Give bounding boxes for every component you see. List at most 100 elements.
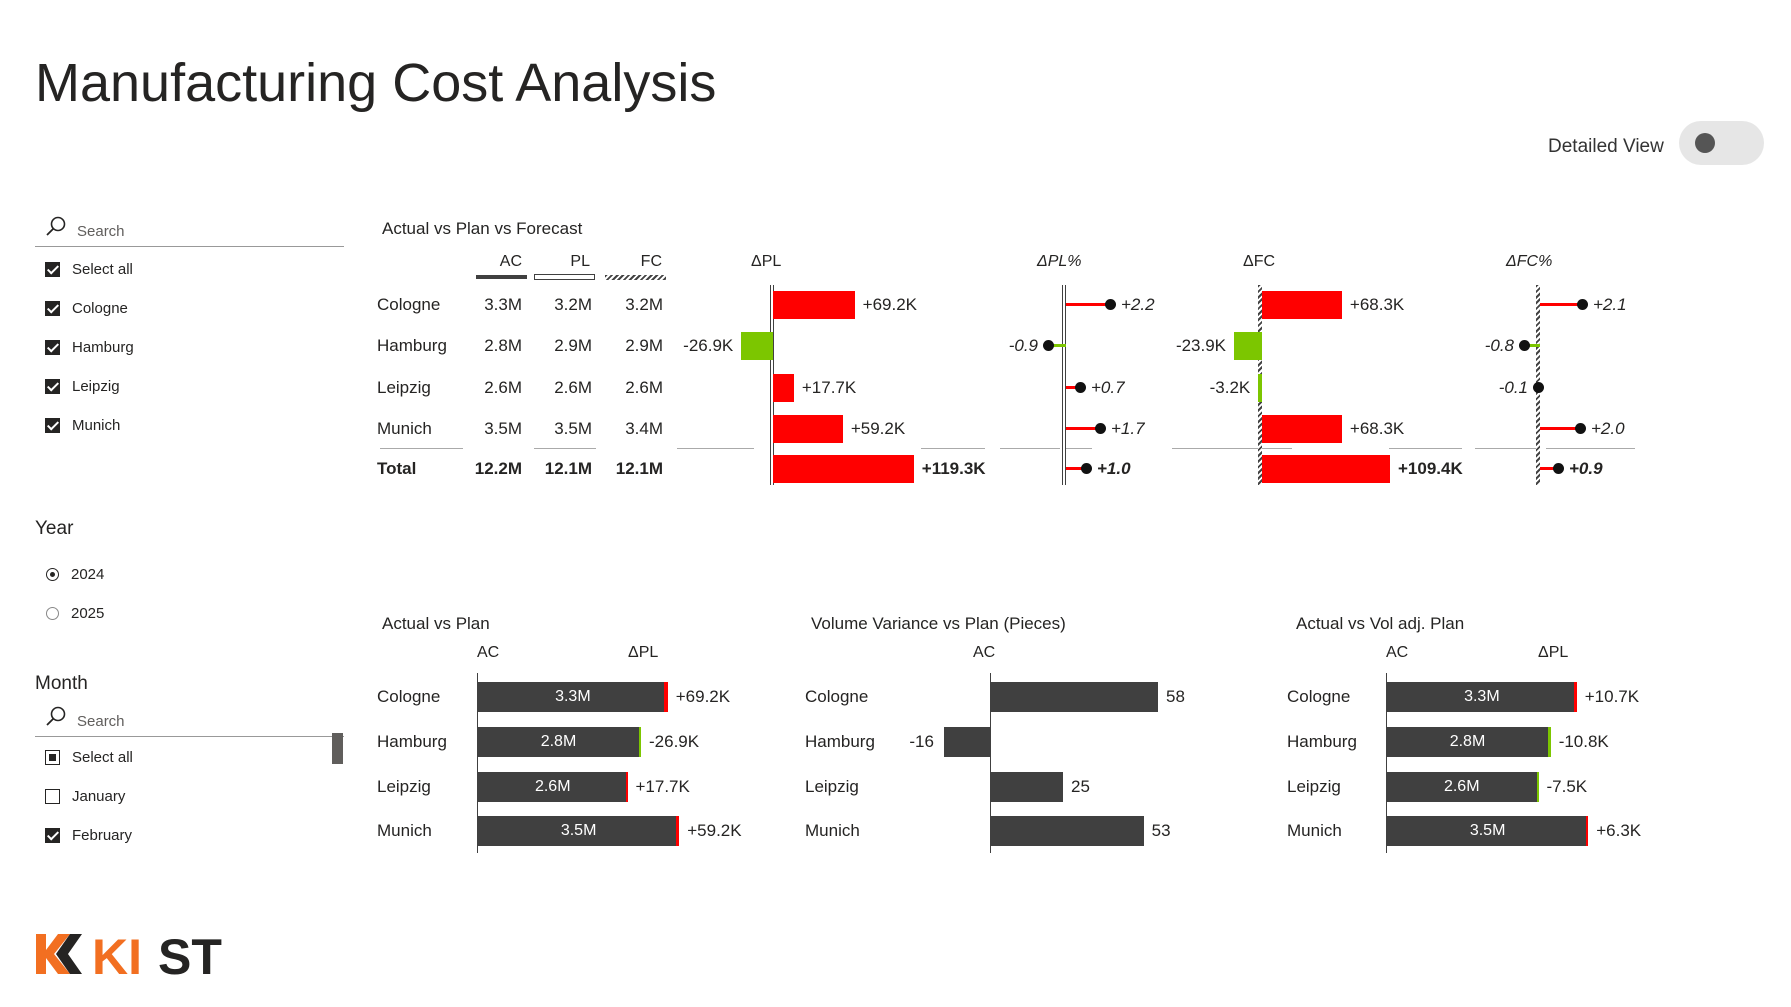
visual1-title: Actual vs Plan vs Forecast xyxy=(382,219,583,238)
kist-logo: KI ST xyxy=(36,930,222,978)
total-label: Total xyxy=(377,459,417,478)
toggle-knob xyxy=(1695,133,1715,153)
ac-value: 12.2M xyxy=(474,459,522,478)
checkbox[interactable] xyxy=(45,417,60,433)
dpl-label: +69.2K xyxy=(862,295,917,314)
total-separator xyxy=(1000,448,1060,449)
dpl-marker xyxy=(1536,772,1539,802)
dpl-pct-dot xyxy=(1095,423,1106,434)
dfc-pct-dot xyxy=(1575,423,1586,434)
ac-value: 3.3M xyxy=(484,295,522,314)
dpl-bar xyxy=(773,291,855,319)
header-ac: AC xyxy=(499,253,522,270)
volume-bar xyxy=(991,772,1063,802)
ac-bar-label: 3.5M xyxy=(560,822,597,839)
ac-bar xyxy=(478,816,680,846)
dfc-pct-label: -0.1 xyxy=(1498,378,1528,397)
row-city: Cologne xyxy=(377,295,441,314)
logo-text-dark: ST xyxy=(158,930,222,978)
dpl-label: +6.3K xyxy=(1596,821,1642,840)
dpl-pct-dot xyxy=(1105,299,1116,310)
total-separator xyxy=(1546,448,1635,449)
item-label: Select all xyxy=(72,748,133,766)
volume-label: -16 xyxy=(909,732,934,751)
month-item-january[interactable]: January xyxy=(45,785,133,807)
year-option-2024[interactable]: 2024 xyxy=(46,563,104,585)
ac-value: 3.5M xyxy=(484,419,522,438)
ac-bar xyxy=(1387,682,1577,712)
search-icon xyxy=(46,216,66,236)
dfc-pct-label: +2.0 xyxy=(1591,419,1625,438)
fc-header-marker xyxy=(605,275,666,280)
month-scrollbar[interactable] xyxy=(332,733,343,764)
dfc-bar xyxy=(1234,332,1262,360)
visual3-title: Volume Variance vs Plan (Pieces) xyxy=(811,614,1066,633)
city-item-munich[interactable]: Munich xyxy=(45,414,295,436)
year-option-2025[interactable]: 2025 xyxy=(46,602,104,624)
checkbox[interactable] xyxy=(45,261,60,277)
row-city: Munich xyxy=(805,821,860,840)
dpl-marker xyxy=(675,816,680,846)
volume-bar xyxy=(943,727,990,757)
dpl-bar xyxy=(773,455,914,483)
header-dfc: ΔFC xyxy=(1243,253,1276,270)
ac-bar-label: 2.8M xyxy=(540,733,577,750)
ac-bar-label: 3.3M xyxy=(1464,688,1500,705)
row-city: Hamburg xyxy=(805,732,875,751)
city-search-input[interactable]: Search xyxy=(35,211,344,247)
fc-value: 2.6M xyxy=(625,378,663,397)
dpl-pct-label: +0.7 xyxy=(1091,378,1125,397)
item-label: Leipzig xyxy=(72,377,120,395)
row-city: Munich xyxy=(377,821,432,840)
dfc-label: -23.9K xyxy=(1175,336,1227,355)
month-item-february[interactable]: February xyxy=(45,824,133,846)
header-dpl: ΔPL xyxy=(628,644,659,661)
volume-label: 58 xyxy=(1166,687,1185,706)
chart-axis xyxy=(477,673,478,853)
month-item-select-all[interactable]: Select all xyxy=(45,746,133,768)
dfc-pct-stem xyxy=(1524,344,1540,347)
dfc-pct-stem xyxy=(1540,467,1558,470)
year-slicer-list: 2024 2025 xyxy=(46,563,104,624)
year-slicer-label: Year xyxy=(35,518,74,539)
dfc-pct-dot xyxy=(1553,463,1564,474)
option-label: 2025 xyxy=(71,604,105,622)
pl-header-marker xyxy=(534,274,595,280)
dfc-label: -3.2K xyxy=(1209,378,1251,397)
dpl-label: +119.3K xyxy=(921,459,986,478)
item-label: Hamburg xyxy=(72,338,134,356)
total-separator xyxy=(677,448,754,449)
radio[interactable] xyxy=(46,606,59,620)
city-item-hamburg[interactable]: Hamburg xyxy=(45,336,295,358)
ac-bar-label: 2.6M xyxy=(1443,778,1480,795)
header-dpl: ΔPL xyxy=(751,253,782,270)
logo-text-orange: KI xyxy=(92,930,142,978)
search-icon xyxy=(46,706,66,726)
city-item-cologne[interactable]: Cologne xyxy=(45,297,295,319)
dfc-pct-dot xyxy=(1533,382,1544,393)
dfc-pct-label: +2.1 xyxy=(1593,295,1627,314)
city-item-select-all[interactable]: Select all xyxy=(45,258,295,280)
checkbox[interactable] xyxy=(45,827,60,843)
header-ac: AC xyxy=(477,644,500,661)
volume-bar xyxy=(991,682,1159,712)
checkbox[interactable] xyxy=(45,378,60,394)
row-city: Leipzig xyxy=(1287,777,1341,796)
detailed-view-toggle[interactable] xyxy=(1679,121,1764,165)
radio[interactable] xyxy=(46,567,59,581)
checkbox[interactable] xyxy=(45,788,60,804)
checkbox[interactable] xyxy=(45,300,60,316)
dpl-marker xyxy=(663,682,668,712)
dpl-pct-label: +1.0 xyxy=(1097,459,1131,478)
item-label: February xyxy=(72,826,133,844)
checkbox[interactable] xyxy=(45,339,60,355)
dpl-label: -26.9K xyxy=(649,732,700,751)
row-city: Leipzig xyxy=(377,777,431,796)
dpl-marker xyxy=(639,727,641,757)
checkbox[interactable] xyxy=(45,749,60,765)
header-pl: PL xyxy=(570,253,590,270)
city-item-leipzig[interactable]: Leipzig xyxy=(45,375,295,397)
option-label: 2024 xyxy=(71,565,105,583)
month-search-input[interactable]: Search xyxy=(35,701,344,737)
dfc-bar xyxy=(1262,455,1390,483)
